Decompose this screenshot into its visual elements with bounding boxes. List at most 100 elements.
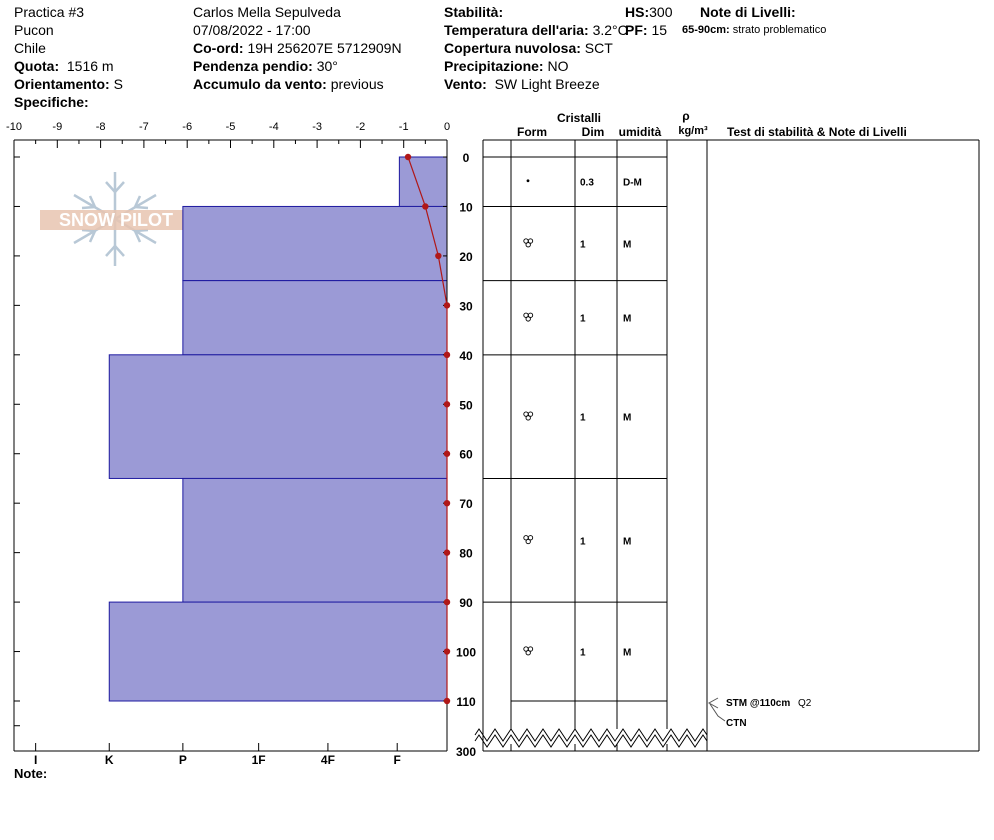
logo-text: SNOW PILOT: [59, 210, 173, 230]
temperature-point: [443, 351, 451, 359]
temperature-point: [443, 302, 451, 309]
tests-header: Test di stabilità & Note di Livelli: [727, 125, 907, 139]
hardness-bar: [182, 280, 448, 356]
temperature-tick-label: -6: [182, 121, 192, 133]
hardness-bar: [108, 354, 448, 479]
depth-tick-label: 50: [459, 398, 473, 412]
rounded-grains-icon: [527, 312, 534, 318]
header-col3: Stabilità: Temperatura dell'aria: 3.2°C …: [444, 3, 628, 93]
stability-test-stm: STM @110cm Q2: [707, 697, 812, 709]
specifics-label: Specifiche:: [14, 94, 89, 110]
hardness-bar: [398, 156, 448, 207]
temperature-point: [443, 450, 451, 457]
rounded-grains-icon: [525, 650, 531, 656]
temperature-tick-label: -2: [356, 121, 366, 133]
stability: Stabilità:: [444, 4, 504, 20]
observer: Carlos Mella Sepulveda: [193, 4, 341, 20]
layer-wetness: M: [623, 413, 631, 424]
temperature-tick-label: -9: [52, 121, 62, 133]
test-ctn-text: CTN: [726, 718, 747, 729]
datetime: 07/08/2022 - 17:00: [193, 22, 311, 38]
wind: Vento: SW Light Breeze: [444, 76, 600, 92]
dim-header: Dim: [582, 125, 605, 139]
hardness-tick-label: I: [34, 753, 37, 767]
temperature-point: [443, 598, 451, 606]
temperature-tick-label: -1: [399, 121, 409, 133]
rounded-grains-icon: [525, 538, 531, 545]
axis-break-zigzag: [474, 734, 708, 748]
temperature-point: [422, 203, 429, 210]
depth-tick-label: 40: [459, 349, 473, 363]
elevation: Quota: 1516 m: [14, 58, 114, 74]
temperature-point: [404, 153, 412, 161]
depth-tick-label: 60: [459, 448, 473, 462]
depth-tick-label: 30: [459, 299, 473, 313]
hardness-tick-label: P: [179, 753, 187, 767]
depth-tick-label: 10: [459, 200, 473, 214]
notes-label: Note:: [14, 766, 47, 781]
depth-tick-label: 90: [459, 596, 473, 610]
temperature-point: [443, 549, 451, 556]
temperature-point: [443, 697, 451, 705]
pit-title: Practica #3: [14, 4, 85, 20]
layer-table-frame: [482, 139, 980, 752]
hardness-bar: [182, 477, 448, 603]
header-col2: Carlos Mella Sepulveda 07/08/2022 - 17:0…: [193, 3, 402, 93]
layer-dim: 1: [580, 648, 586, 659]
header-col4: HS:300 PF: 15: [625, 3, 672, 39]
header-col1: Practica #3 Pucon Chile Quota: 1516 m Or…: [14, 3, 123, 111]
aspect: Orientamento: S: [14, 76, 123, 92]
hardness-tick-label: 1F: [252, 753, 266, 767]
hardness-tick-label: F: [394, 753, 401, 767]
foot-penetration: PF: 15: [625, 22, 668, 38]
cloud-cover: Copertura nuvolosa: SCT: [444, 40, 613, 56]
location: Pucon: [14, 22, 54, 38]
temperature-tick-label: -10: [6, 121, 22, 133]
temperature-point: [443, 401, 451, 408]
hardness-tick-label: 4F: [321, 753, 335, 767]
temperature-point: [443, 648, 451, 655]
rounded-grains-icon: [525, 316, 531, 322]
depth-tick-label: 80: [459, 547, 473, 561]
test-stm-quality: Q2: [798, 698, 812, 709]
rounded-grains-icon: [527, 411, 534, 417]
depth-tick-label: 0: [463, 151, 470, 165]
layer-dim: 0.3: [580, 178, 594, 189]
layer-wetness: M: [623, 648, 631, 659]
temperature-profile-line: [407, 156, 448, 701]
rounded-grains-icon: [525, 415, 531, 421]
depth-tick-label: 110: [456, 695, 476, 709]
precipitation: Precipitazione: NO: [444, 58, 569, 74]
temperature-point: [443, 499, 451, 507]
break-mask: [475, 729, 707, 744]
hardness-bar: [108, 601, 448, 702]
layer-form-icon: [526, 179, 530, 183]
logo-banner: [40, 210, 192, 230]
depth-tick-label: 70: [459, 497, 473, 511]
layer-note: 65-90cm: strato problematico: [682, 24, 827, 36]
axis-break-zigzag: [474, 728, 708, 742]
layer-wetness: M: [623, 536, 631, 547]
density-symbol-header: ρ: [682, 109, 689, 123]
depth-tick-label: 20: [459, 250, 473, 264]
test-stm-text: STM @110cm: [726, 698, 790, 709]
stability-test-ctn: CTN: [709, 703, 747, 729]
hardness-bar: [182, 205, 448, 282]
layer-wetness: M: [623, 240, 631, 251]
wind-loading: Accumulo da vento: previous: [193, 76, 384, 92]
temperature-tick-label: -5: [226, 121, 236, 133]
temperature-tick-label: 0: [444, 121, 450, 133]
form-header: Form: [517, 125, 547, 139]
rounded-grains-icon: [525, 242, 531, 248]
air-temperature: Temperatura dell'aria: 3.2°C: [444, 22, 628, 38]
layer-dim: 1: [580, 240, 586, 251]
rounded-grains-icon: [527, 646, 534, 652]
coordinates: Co-ord: 19H 256207E 5712909N: [193, 40, 402, 56]
temperature-point: [435, 252, 442, 260]
slope: Pendenza pendio: 30°: [193, 58, 338, 74]
depth-break-label: 300: [456, 745, 476, 759]
layer-dim: 1: [580, 536, 586, 547]
hardness-tick-label: K: [105, 753, 114, 767]
temperature-tick-label: -3: [312, 121, 322, 133]
